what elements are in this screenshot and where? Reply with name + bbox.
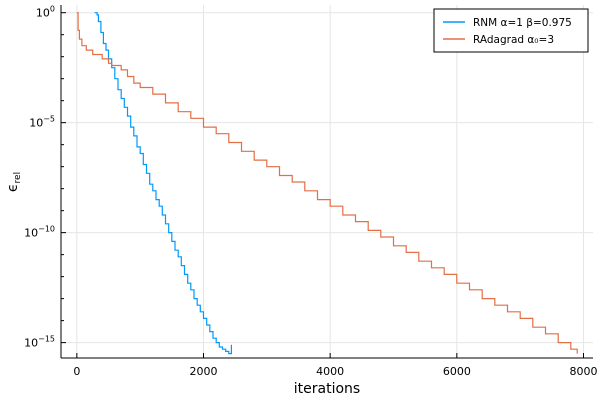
- x-tick-label: 6000: [443, 365, 471, 378]
- y-tick-label-exponent: −15: [38, 335, 55, 344]
- legend: RNM α=1 β=0.975 RAdagrad α₀=3: [433, 8, 589, 53]
- y-tick-label: 10−5: [29, 115, 55, 130]
- y-tick-label-exponent: −10: [38, 225, 55, 234]
- y-tick-label-base: 10: [29, 117, 43, 130]
- legend-label-2: RAdagrad α₀=3: [473, 34, 554, 46]
- grid: [61, 5, 593, 358]
- x-axis-title: iterations: [294, 381, 360, 397]
- axes: [60, 5, 593, 359]
- y-tick-label: 10−15: [24, 335, 55, 350]
- x-tick-label: 4000: [316, 365, 344, 378]
- series-layer: [76, 12, 578, 355]
- y-tick-label-base: 10: [24, 337, 38, 350]
- y-tick-label: 10−10: [24, 225, 55, 240]
- series-line-1: [94, 12, 232, 355]
- y-tick-label-base: 10: [36, 7, 50, 20]
- x-tick-label: 8000: [570, 365, 598, 378]
- y-axis-title-main: ϵ: [5, 183, 21, 192]
- legend-label-1: RNM α=1 β=0.975: [473, 17, 572, 29]
- y-tick-label-exponent: −5: [43, 115, 55, 124]
- y-axis-title-sub: rel: [13, 172, 23, 184]
- x-tick-label: 0: [73, 365, 80, 378]
- legend-box: [433, 8, 589, 53]
- x-tick-label: 2000: [190, 365, 218, 378]
- series-line-2: [76, 12, 578, 354]
- y-axis-title: ϵrel: [5, 172, 23, 192]
- y-tick-label: 100: [36, 5, 55, 20]
- y-tick-label-exponent: 0: [50, 5, 55, 14]
- y-tick-label-base: 10: [24, 227, 38, 240]
